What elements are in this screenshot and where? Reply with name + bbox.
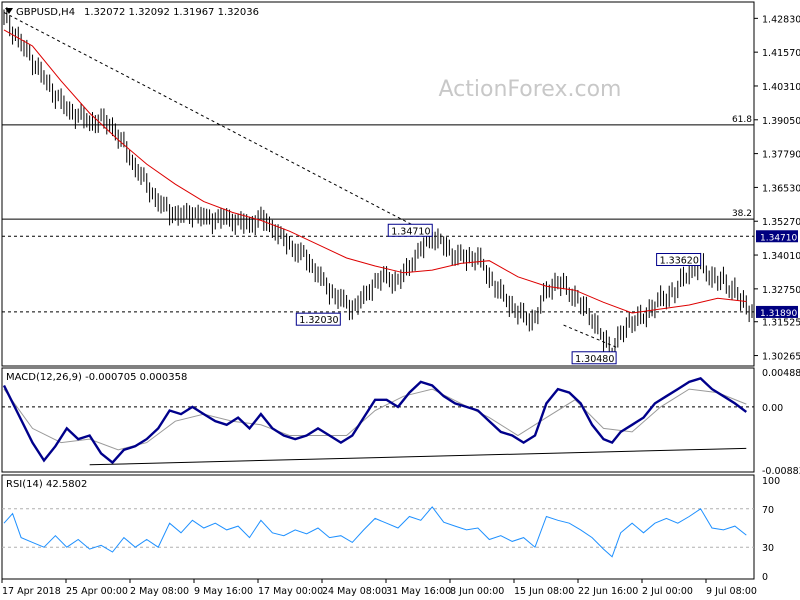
macd-title: MACD(12,26,9) -0.000705 0.000358	[6, 372, 187, 383]
x-tick-label-8: 15 Jun 08:00	[514, 586, 574, 597]
macd-tick-label-2: -0.008832	[762, 466, 800, 477]
price-tick-label-6: 1.35270	[762, 217, 800, 228]
price-tick-label-2: 1.40310	[762, 82, 800, 93]
moving-average-line	[3, 29, 747, 314]
x-tick-label-11: 9 Jul 08:00	[706, 586, 757, 597]
trendline-0	[3, 11, 433, 236]
macd-tick-label-0: 0.004888	[762, 368, 800, 379]
rsi-tick-label-3: 0	[762, 572, 768, 583]
fib-label-1: 38.2	[732, 209, 752, 219]
x-tick-label-4: 17 May 00:00	[258, 586, 323, 597]
price-layer: 61.8 38.2 1.34710 1.32030 1.30480 1.33620	[2, 7, 754, 365]
level-tag-bg-2	[756, 230, 798, 243]
price-annotation-box-0	[387, 223, 433, 237]
price-tick-label-4: 1.37790	[762, 150, 800, 161]
rsi-layer	[2, 506, 754, 558]
x-tick-label-10: 2 Jul 00:00	[642, 586, 693, 597]
price-annotation-2: 1.30480	[575, 354, 614, 365]
price-annotation-box-1	[295, 312, 341, 326]
price-annotation-0: 1.34710	[391, 226, 430, 237]
price-tick-label-1: 1.41570	[762, 48, 800, 59]
level-tag-bg-3	[756, 305, 798, 318]
price-annotation-box-2	[571, 351, 617, 365]
x-tick-label-1: 25 Apr 00:00	[66, 586, 128, 597]
price-annotation-3: 1.33620	[660, 256, 699, 267]
rsi-tick-label-2: 30	[762, 543, 774, 554]
price-tick-label-5: 1.36530	[762, 183, 800, 194]
rsi-tick-label-1: 70	[762, 505, 774, 516]
price-annotation-box-3	[656, 253, 702, 267]
price-tick-label-0: 1.42830	[762, 14, 800, 25]
axis-layer: 1.34710 1.31890 1.42830 1.41570 1.40310 1.390…	[1, 14, 800, 597]
macd-tick-label-1: 0.00	[762, 403, 783, 414]
x-tick-label-9: 22 Jun 16:00	[578, 586, 638, 597]
chart-symbol: GBPUSD,H4	[16, 7, 75, 18]
x-tick-label-7: 8 Jun 00:00	[450, 586, 504, 597]
x-tick-label-0: 17 Apr 2018	[2, 586, 61, 597]
price-tick-label-3: 1.39050	[762, 116, 800, 127]
price-annotation-1: 1.32030	[299, 315, 338, 326]
rsi-tick-label-0: 100	[762, 476, 780, 487]
price-tick-label-8: 1.32750	[762, 285, 800, 296]
level-tag-2: 1.34710	[760, 233, 797, 243]
fib-label-0: 61.8	[732, 115, 752, 125]
level-tag-3: 1.31890	[760, 309, 797, 319]
macd-trendline	[89, 447, 747, 466]
x-tick-label-2: 2 May 08:00	[130, 586, 189, 597]
watermark: ActionForex.com	[439, 77, 622, 102]
rsi-line	[3, 506, 747, 558]
price-tick-label-7: 1.34010	[762, 251, 800, 262]
macd-signal-line	[3, 388, 747, 451]
x-tick-label-3: 9 May 16:00	[194, 586, 253, 597]
macd-layer	[2, 377, 754, 466]
x-tick-label-6: 31 May 16:00	[386, 586, 451, 597]
rsi-title: RSI(14) 42.5802	[6, 479, 87, 490]
x-tick-label-5: 24 May 08:00	[322, 586, 387, 597]
rsi-panel	[1, 474, 755, 580]
price-panel	[1, 1, 755, 367]
price-tick-label-10: 1.30265	[762, 352, 800, 363]
chart-ohlc: 1.32072 1.32092 1.31967 1.32036	[84, 7, 259, 18]
price-tick-label-9: 1.31525	[762, 318, 800, 329]
macd-panel	[1, 367, 755, 473]
macd-line	[2, 377, 748, 465]
